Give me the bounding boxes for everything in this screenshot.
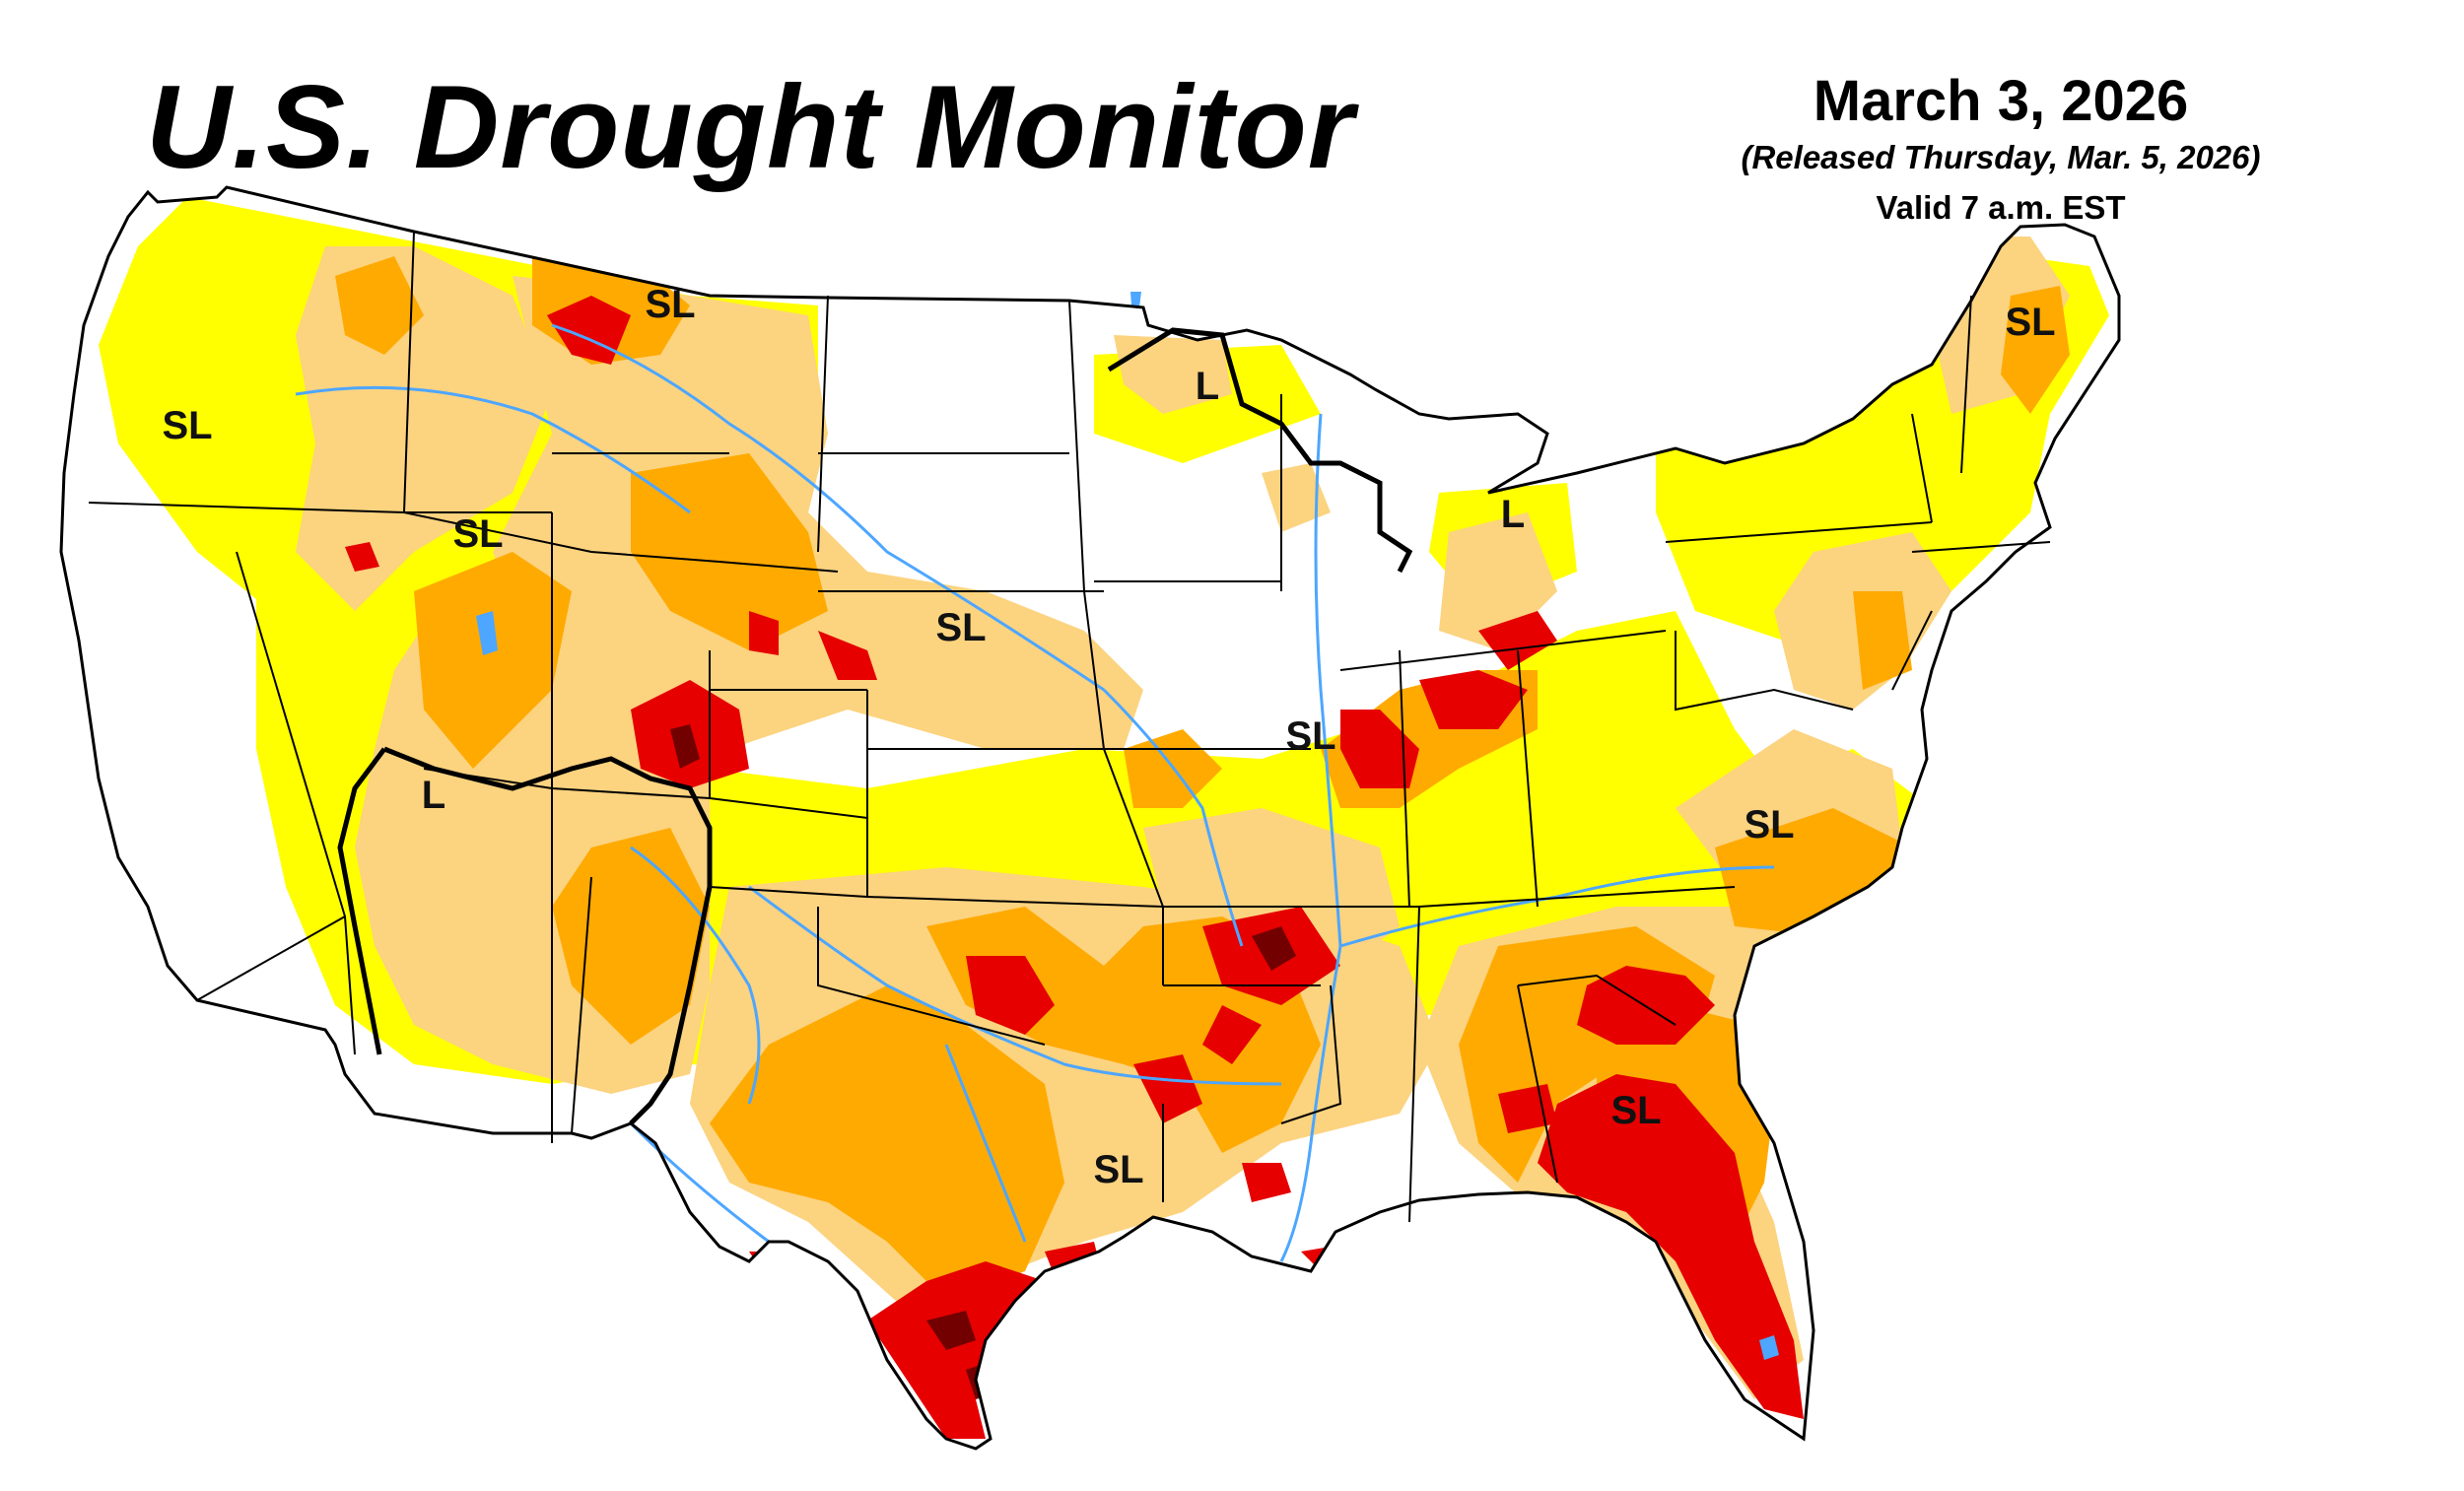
- impact-label-l: L: [1501, 493, 1525, 536]
- impact-boundaries: [337, 327, 1413, 1125]
- map-date: March 3, 2026: [1813, 69, 2189, 133]
- impact-label-sl: SL: [1093, 1148, 1143, 1191]
- impact-label-sl: SL: [452, 512, 503, 556]
- release-date: (Released Thursday, Mar. 5, 2026): [1741, 139, 2261, 175]
- impact-label-sl: SL: [1744, 803, 1794, 847]
- map-title: U.S. Drought Monitor: [146, 61, 1355, 193]
- impact-label-l: L: [1196, 365, 1219, 408]
- valid-time: Valid 7 a.m. EST: [1876, 189, 2126, 226]
- impact-label-sl: SL: [1610, 1089, 1661, 1132]
- date-block: March 3, 2026 (Released Thursday, Mar. 5…: [1646, 67, 2356, 237]
- impact-label-sl: SL: [645, 283, 695, 326]
- water-bodies: [476, 292, 1779, 1360]
- impact-label-l: L: [422, 774, 445, 817]
- impact-label-sl: SL: [1285, 714, 1335, 758]
- d3-areas: [345, 296, 1804, 1439]
- impact-label-sl: SL: [162, 404, 212, 447]
- impact-labels: SL SL SL L SL L SL L SL SL SL SL: [162, 283, 2055, 1191]
- impact-label-sl: SL: [935, 606, 986, 649]
- impact-label-sl: SL: [2005, 301, 2055, 344]
- state-boundaries: [88, 231, 2051, 1223]
